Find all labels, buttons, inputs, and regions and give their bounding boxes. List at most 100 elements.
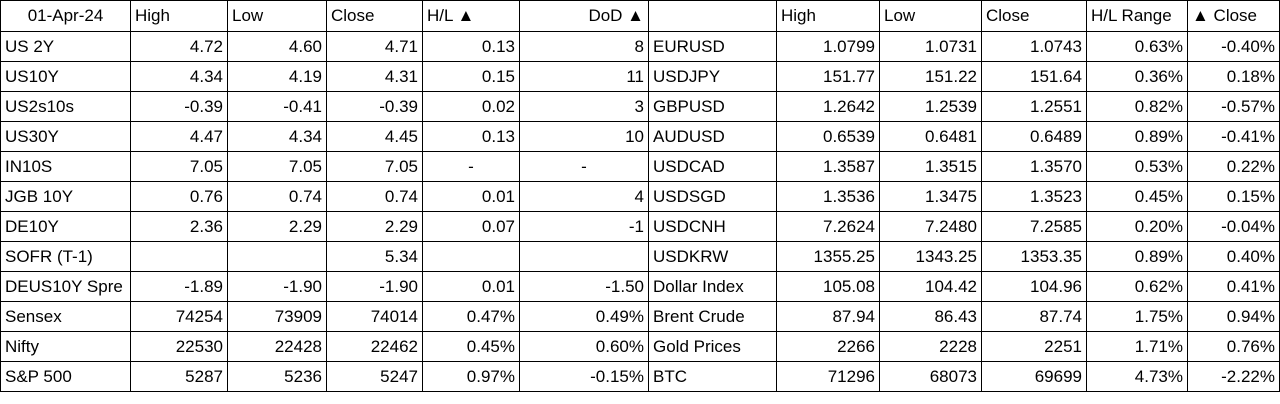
- hl-change-cell: 0.15: [422, 61, 520, 92]
- low-cell: 86.43: [879, 301, 982, 332]
- table-row: US30Y 4.47 4.34 4.45 0.13 10 AUDUSD 0.6539 0.648…: [0, 121, 1280, 152]
- high-cell: 74254: [130, 301, 228, 332]
- hl-change-cell: [422, 241, 520, 272]
- close-change-cell: 0.22%: [1187, 151, 1280, 182]
- low-cell: 2.29: [227, 211, 327, 242]
- low-cell: 2228: [879, 331, 982, 362]
- low-cell: 4.60: [227, 31, 327, 62]
- low-cell: 1.3515: [879, 151, 982, 182]
- close-cell: 5.34: [326, 241, 423, 272]
- row-label: US30Y: [0, 121, 131, 152]
- low-cell: 5236: [227, 361, 327, 392]
- high-cell: 4.34: [130, 61, 228, 92]
- hl-change-cell: 0.02: [422, 91, 520, 122]
- close-cell: 4.45: [326, 121, 423, 152]
- hl-range-cell: 4.73%: [1086, 361, 1188, 392]
- col-header-low: Low: [227, 0, 327, 32]
- close-cell: 1353.35: [981, 241, 1087, 272]
- close-cell: 2.29: [326, 211, 423, 242]
- close-change-cell: 0.15%: [1187, 181, 1280, 212]
- close-change-cell: 0.40%: [1187, 241, 1280, 272]
- high-cell: 5287: [130, 361, 228, 392]
- low-cell: 1.3475: [879, 181, 982, 212]
- dod-change-cell: -1.50: [519, 271, 649, 302]
- table-body: US 2Y 4.72 4.60 4.71 0.13 8 EURUSD 1.0799 1.0731…: [0, 31, 1280, 392]
- hl-change-cell: 0.13: [422, 121, 520, 152]
- close-cell: 1.3523: [981, 181, 1087, 212]
- high-cell: -0.39: [130, 91, 228, 122]
- hl-change-cell: -: [422, 151, 520, 182]
- close-cell: -0.39: [326, 91, 423, 122]
- row-label: Nifty: [0, 331, 131, 362]
- table-row: Nifty 22530 22428 22462 0.45% 0.60% Gold Price…: [0, 331, 1280, 362]
- instrument-label: AUDUSD: [648, 121, 777, 152]
- close-change-cell: 0.76%: [1187, 331, 1280, 362]
- table-row: DEUS10Y Spre -1.89 -1.90 -1.90 0.01 -1.50 Doll…: [0, 271, 1280, 302]
- low-cell: 68073: [879, 361, 982, 392]
- low-cell: 151.22: [879, 61, 982, 92]
- high-cell: 7.05: [130, 151, 228, 182]
- close-cell: 5247: [326, 361, 423, 392]
- low-cell: 7.2480: [879, 211, 982, 242]
- dod-change-cell: [519, 241, 649, 272]
- row-label: US2s10s: [0, 91, 131, 122]
- high-cell: 105.08: [776, 271, 880, 302]
- hl-range-cell: 0.89%: [1086, 241, 1188, 272]
- low-cell: 104.42: [879, 271, 982, 302]
- dod-change-cell: 4: [519, 181, 649, 212]
- instrument-label: Brent Crude: [648, 301, 777, 332]
- row-label: S&P 500: [0, 361, 131, 392]
- row-label: DE10Y: [0, 211, 131, 242]
- hl-change-cell: 0.13: [422, 31, 520, 62]
- header-row: 01-Apr-24 High Low Close H/L ▲ DoD ▲ Hig…: [0, 0, 1280, 32]
- high-cell: 4.72: [130, 31, 228, 62]
- low-cell: 73909: [227, 301, 327, 332]
- hl-range-cell: 1.71%: [1086, 331, 1188, 362]
- dod-change-cell: 10: [519, 121, 649, 152]
- low-cell: 0.6481: [879, 121, 982, 152]
- low-cell: -0.41: [227, 91, 327, 122]
- close-cell: 2251: [981, 331, 1087, 362]
- market-data-table: 01-Apr-24 High Low Close H/L ▲ DoD ▲ Hig…: [0, 0, 1280, 392]
- hl-change-cell: 0.97%: [422, 361, 520, 392]
- col-header-instrument: [648, 0, 777, 32]
- table-row: US10Y 4.34 4.19 4.31 0.15 11 USDJPY 151.77 151.2…: [0, 61, 1280, 92]
- col-header-close-right: Close: [981, 0, 1087, 32]
- close-cell: 4.71: [326, 31, 423, 62]
- high-cell: 2266: [776, 331, 880, 362]
- close-change-cell: 0.41%: [1187, 271, 1280, 302]
- hl-range-cell: 1.75%: [1086, 301, 1188, 332]
- low-cell: -1.90: [227, 271, 327, 302]
- close-cell: 7.2585: [981, 211, 1087, 242]
- high-cell: 4.47: [130, 121, 228, 152]
- hl-range-cell: 0.20%: [1086, 211, 1188, 242]
- instrument-label: BTC: [648, 361, 777, 392]
- close-change-cell: -0.04%: [1187, 211, 1280, 242]
- row-label: DEUS10Y Spre: [0, 271, 131, 302]
- high-cell: 87.94: [776, 301, 880, 332]
- high-cell: 22530: [130, 331, 228, 362]
- hl-range-cell: 0.82%: [1086, 91, 1188, 122]
- instrument-label: Gold Prices: [648, 331, 777, 362]
- instrument-label: USDCAD: [648, 151, 777, 182]
- instrument-label: USDSGD: [648, 181, 777, 212]
- low-cell: 1343.25: [879, 241, 982, 272]
- table-row: US2s10s -0.39 -0.41 -0.39 0.02 3 GBPUSD 1.2642 1…: [0, 91, 1280, 122]
- dod-change-cell: -0.15%: [519, 361, 649, 392]
- row-label: IN10S: [0, 151, 131, 182]
- high-cell: 7.2624: [776, 211, 880, 242]
- high-cell: 1.2642: [776, 91, 880, 122]
- col-header-high-right: High: [776, 0, 880, 32]
- hl-range-cell: 0.63%: [1086, 31, 1188, 62]
- instrument-label: EURUSD: [648, 31, 777, 62]
- close-cell: 151.64: [981, 61, 1087, 92]
- col-header-close-change: ▲ Close: [1187, 0, 1280, 32]
- date-header: 01-Apr-24: [0, 0, 131, 32]
- close-cell: 104.96: [981, 271, 1087, 302]
- row-label: US 2Y: [0, 31, 131, 62]
- high-cell: 1.3536: [776, 181, 880, 212]
- hl-range-cell: 0.36%: [1086, 61, 1188, 92]
- hl-range-cell: 0.45%: [1086, 181, 1188, 212]
- col-header-low-right: Low: [879, 0, 982, 32]
- col-header-high: High: [130, 0, 228, 32]
